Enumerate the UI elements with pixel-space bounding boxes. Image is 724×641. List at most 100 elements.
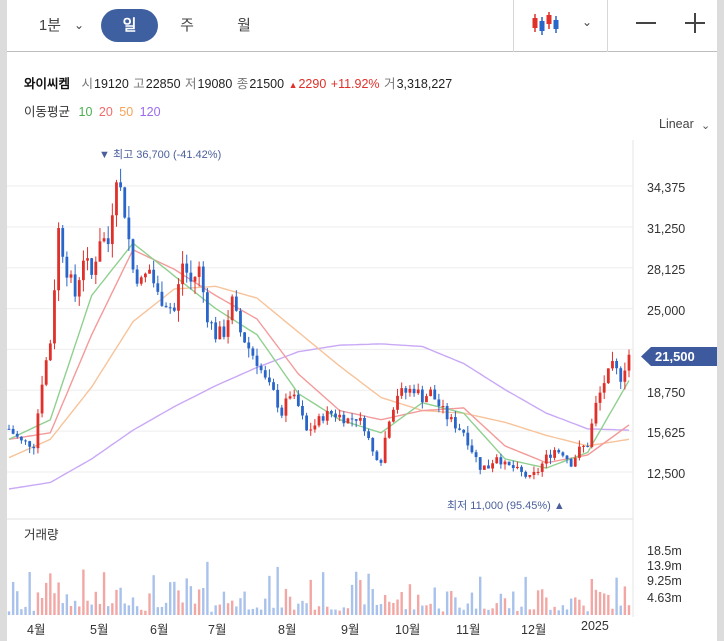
candle-body: [342, 414, 346, 424]
volume-bar: [268, 575, 271, 615]
volume-bar: [206, 561, 209, 615]
zoom-out-icon[interactable]: [635, 12, 657, 34]
candle-body: [569, 459, 573, 467]
candle-body: [82, 260, 85, 281]
volume-axis-tick: 9.25m: [647, 574, 682, 588]
candle-body: [317, 416, 321, 426]
candle-body: [284, 398, 288, 416]
candle-body: [321, 416, 325, 421]
timeframe-day-button[interactable]: 일: [101, 9, 158, 42]
price-chart[interactable]: [7, 0, 717, 641]
candle-body: [462, 429, 466, 433]
volume-bar: [272, 607, 275, 615]
candle-body: [363, 417, 366, 432]
volume-bar: [148, 593, 151, 615]
volume-bar: [342, 607, 345, 615]
volume-bar: [53, 593, 56, 615]
volume-bar: [429, 603, 432, 615]
candle-body: [156, 283, 160, 292]
volume-bar: [532, 609, 536, 615]
volume-bar: [375, 604, 379, 615]
chevron-down-icon[interactable]: ⌄: [73, 18, 85, 32]
candle-body: [549, 454, 552, 458]
volume-bar: [94, 591, 97, 615]
candle-body: [206, 292, 209, 323]
volume-bar: [350, 584, 354, 615]
chevron-down-icon[interactable]: ⌄: [701, 120, 711, 132]
candle-body: [437, 399, 441, 407]
candle-body: [507, 461, 511, 466]
volume-bar: [127, 605, 131, 615]
volume-bar: [445, 591, 449, 615]
low-value: 19080: [197, 77, 233, 91]
candle-body: [392, 409, 395, 422]
volume-bar: [57, 582, 60, 615]
candle-body: [615, 361, 618, 369]
y-axis-tick: 15,625: [647, 426, 686, 440]
current-price-value: 21,500: [655, 349, 695, 364]
current-price-badge: 21,500: [641, 347, 717, 366]
candle-body: [511, 465, 515, 469]
volume-bar: [437, 608, 441, 615]
volume-bar: [69, 606, 73, 615]
candle-body: [367, 431, 370, 439]
candle-body: [565, 455, 569, 460]
candle-body: [110, 215, 114, 245]
close-label: 종: [236, 77, 249, 91]
y-axis-tick: 28,125: [647, 263, 686, 277]
candle-body: [135, 269, 139, 284]
candle-body: [491, 463, 494, 469]
candle-body: [160, 291, 164, 306]
candle-body: [24, 440, 27, 442]
volume-bar: [197, 589, 201, 615]
volume-bar: [388, 601, 391, 615]
timeframe-minute-button[interactable]: 1분: [38, 17, 62, 34]
volume-bar: [218, 604, 221, 615]
high-value: 22850: [145, 77, 181, 91]
volume-bar: [561, 605, 565, 615]
volume-bar: [507, 608, 511, 615]
volume-bar: [243, 591, 246, 615]
volume-bar: [28, 571, 31, 615]
volume-bar: [313, 609, 317, 615]
candle-body: [276, 389, 280, 408]
scale-mode-selector[interactable]: Linear: [659, 117, 694, 131]
ma-20-label[interactable]: 20: [98, 105, 113, 119]
volume-bar: [280, 607, 283, 615]
volume-bar: [598, 591, 602, 615]
volume-bar: [582, 605, 585, 615]
volume-bar: [545, 597, 548, 615]
volume-bar: [86, 600, 89, 615]
volume-bar: [516, 610, 519, 615]
candle-body: [57, 228, 60, 291]
candle-body: [449, 417, 453, 420]
candle-body: [544, 454, 548, 464]
candle-body: [330, 410, 333, 414]
volume-bar: [276, 566, 279, 615]
ma-120-label[interactable]: 120: [139, 105, 161, 119]
candle-body: [309, 429, 313, 431]
volume-bar: [383, 594, 387, 615]
candle-body: [90, 258, 94, 275]
volume-bar: [255, 607, 259, 615]
candle-body: [44, 360, 48, 385]
timeframe-month-button[interactable]: 월: [237, 17, 251, 34]
zoom-in-icon[interactable]: [684, 12, 706, 34]
volume-bar: [297, 603, 300, 615]
ma-10-label[interactable]: 10: [78, 105, 93, 119]
chart-type-dropdown-icon[interactable]: ⌄: [581, 15, 593, 29]
volume-bar: [16, 591, 19, 615]
timeframe-week-button[interactable]: 주: [180, 17, 194, 34]
candle-body: [338, 414, 342, 418]
candle-body: [222, 326, 226, 337]
volume-bar: [160, 606, 164, 615]
volume-bar: [404, 609, 407, 615]
volume-bar: [578, 599, 581, 615]
volume-bar: [603, 593, 606, 615]
candlestick-chart-icon[interactable]: [531, 11, 559, 37]
candle-body: [396, 395, 399, 410]
candle-body: [305, 415, 308, 431]
ma-50-label[interactable]: 50: [119, 105, 134, 119]
candle-body: [503, 461, 507, 465]
volume-bar: [326, 606, 329, 615]
